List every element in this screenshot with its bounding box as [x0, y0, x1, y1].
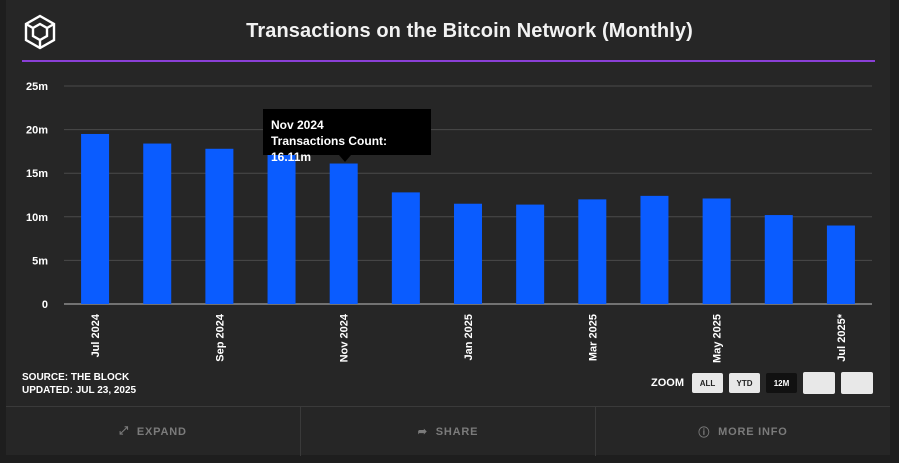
zoom-blank-button-2[interactable] [841, 372, 873, 394]
bar[interactable] [391, 192, 420, 304]
more-info-button[interactable]: ⓘ MORE INFO [595, 407, 890, 456]
zoom-label: ZOOM [651, 377, 684, 389]
bar[interactable] [267, 154, 296, 304]
bar[interactable] [640, 195, 669, 304]
x-tick-label: May 2025 [712, 314, 724, 363]
zoom-ytd-button[interactable]: YTD [729, 373, 760, 393]
info-icon: ⓘ [698, 426, 711, 439]
bar[interactable] [81, 133, 110, 304]
y-tick-label: 25m [26, 81, 48, 93]
the-block-logo-icon[interactable] [22, 14, 58, 50]
bar[interactable] [205, 148, 234, 304]
bar[interactable] [702, 198, 731, 304]
source-label: SOURCE: THE BLOCK [22, 372, 130, 383]
share-label: SHARE [435, 425, 479, 438]
more-info-label: MORE INFO [718, 425, 788, 438]
updated-label: UPDATED: JUL 23, 2025 [22, 385, 137, 396]
x-tick-label: Jul 2025* [836, 313, 848, 361]
y-tick-label: 0 [42, 299, 48, 311]
y-tick-label: 15m [26, 168, 48, 180]
zoom-all-button[interactable]: ALL [692, 373, 723, 393]
x-tick-label: Sep 2024 [214, 313, 226, 362]
bar[interactable] [764, 215, 793, 304]
title-divider [22, 60, 875, 62]
bar[interactable] [329, 163, 358, 304]
tooltip-title: Nov 2024 [271, 118, 324, 132]
y-tick-label: 5m [32, 255, 48, 267]
bar[interactable] [578, 199, 607, 304]
zoom-controls: ZOOM ALL YTD 12M [651, 371, 879, 395]
expand-icon: ⤢ [119, 425, 129, 437]
share-icon: ➦ [417, 426, 428, 438]
bar[interactable] [454, 203, 482, 304]
x-tick-label: Jan 2025 [463, 314, 475, 360]
bar[interactable] [826, 225, 855, 304]
chart-tooltip: Nov 2024 Transactions Count: 16.11m [263, 109, 431, 164]
y-tick-label: 20m [26, 125, 48, 137]
tooltip-value: Transactions Count: 16.11m [271, 134, 388, 164]
expand-label: EXPAND [136, 425, 187, 438]
x-tick-label: Mar 2025 [587, 314, 599, 361]
expand-button[interactable]: ⤢ EXPAND [6, 407, 300, 456]
chart-footer: ⤢ EXPAND ➦ SHARE ⓘ MORE INFO [6, 406, 890, 456]
chart-title: Transactions on the Bitcoin Network (Mon… [246, 20, 693, 42]
chart-meta: SOURCE: THE BLOCK UPDATED: JUL 23, 2025 [22, 371, 136, 397]
bar[interactable] [516, 204, 545, 304]
x-tick-label: Nov 2024 [339, 313, 351, 362]
share-button[interactable]: ➦ SHARE [300, 407, 595, 456]
tooltip-arrow [339, 155, 351, 162]
bar-chart: 0 5m 10m 15m 20m 25m Jul 2024 Sep 2024 Nov 2024 J… [26, 81, 872, 363]
y-tick-label: 10m [26, 212, 48, 224]
zoom-blank-button-1[interactable] [803, 372, 835, 394]
bar[interactable] [143, 143, 172, 304]
x-tick-label: Jul 2024 [90, 313, 102, 357]
zoom-12m-button[interactable]: 12M [766, 373, 797, 393]
